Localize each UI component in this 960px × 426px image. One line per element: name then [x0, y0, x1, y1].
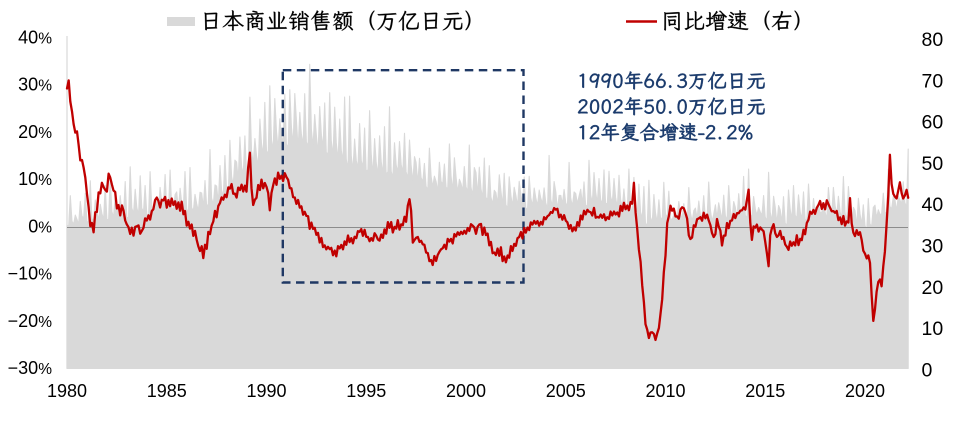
svg-text:40%: 40% — [18, 28, 52, 48]
svg-text:10: 10 — [922, 318, 944, 340]
svg-text:2000: 2000 — [446, 381, 486, 401]
svg-text:30: 30 — [922, 236, 944, 258]
svg-text:0: 0 — [922, 359, 933, 381]
svg-text:20%: 20% — [18, 122, 52, 142]
svg-text:1980: 1980 — [47, 381, 87, 401]
svg-text:−20%: −20% — [8, 311, 53, 331]
svg-text:30%: 30% — [18, 75, 52, 95]
svg-text:80: 80 — [922, 29, 944, 51]
svg-text:40: 40 — [922, 194, 944, 216]
svg-text:60: 60 — [922, 112, 944, 134]
svg-text:2005: 2005 — [546, 381, 586, 401]
svg-text:20: 20 — [922, 277, 944, 299]
svg-text:70: 70 — [922, 70, 944, 92]
svg-text:2020: 2020 — [845, 381, 885, 401]
svg-text:−10%: −10% — [8, 264, 53, 284]
svg-text:1990: 1990 — [246, 381, 286, 401]
svg-text:0%: 0% — [28, 216, 52, 236]
svg-text:10%: 10% — [18, 169, 52, 189]
svg-text:50: 50 — [922, 153, 944, 175]
svg-text:2010: 2010 — [645, 381, 685, 401]
svg-text:−30%: −30% — [8, 358, 53, 378]
svg-text:1985: 1985 — [147, 381, 187, 401]
svg-text:1995: 1995 — [346, 381, 386, 401]
svg-text:2015: 2015 — [745, 381, 785, 401]
